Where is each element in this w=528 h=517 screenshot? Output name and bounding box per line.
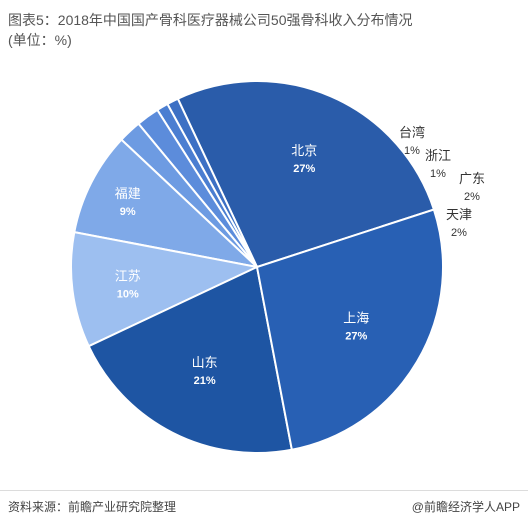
chart-subtitle: (单位：%)	[8, 32, 72, 48]
pie-slice-8	[255, 208, 444, 451]
slice-value-label-6: 10%	[117, 288, 139, 300]
slice-name-label-8: 上海	[343, 311, 369, 326]
chart-title: 图表5：2018年中国国产骨科医疗器械公司50强骨科收入分布情况 (单位：%)	[8, 10, 520, 50]
slice-name-label-6: 江苏	[115, 268, 141, 283]
slice-value-label-4: 2%	[451, 227, 467, 239]
pie-slice-6	[70, 230, 261, 348]
slice-value-label-3: 2%	[464, 191, 480, 203]
slice-name-label-5: 福建	[115, 186, 141, 201]
slice-name-label-7: 山东	[192, 355, 218, 370]
slice-value-label-0: 27%	[293, 163, 315, 175]
slice-name-label-3: 广东	[459, 171, 485, 186]
slice-name-label-4: 天津	[446, 207, 472, 222]
slice-name-label-1: 台湾	[399, 125, 425, 140]
pie-slice-0	[176, 80, 436, 269]
source-note: 资料来源：前瞻产业研究院整理	[8, 500, 177, 514]
slice-value-label-8: 27%	[345, 331, 367, 343]
pie-slice-5	[73, 138, 261, 269]
footer: 资料来源：前瞻产业研究院整理 @前瞻经济学人APP	[0, 490, 528, 517]
chart-title-text: 图表5：2018年中国国产骨科医疗器械公司50强骨科收入分布情况	[8, 12, 413, 28]
pie-slice-7	[87, 265, 294, 454]
brand-credit: @前瞻经济学人APP	[411, 500, 520, 514]
slice-name-label-2: 浙江	[425, 148, 451, 163]
slice-value-label-5: 9%	[120, 206, 136, 218]
slice-name-label-0: 北京	[291, 143, 317, 158]
slice-value-label-7: 21%	[194, 375, 216, 387]
slice-value-label-1: 1%	[404, 145, 420, 157]
slice-value-label-2: 1%	[430, 168, 446, 180]
